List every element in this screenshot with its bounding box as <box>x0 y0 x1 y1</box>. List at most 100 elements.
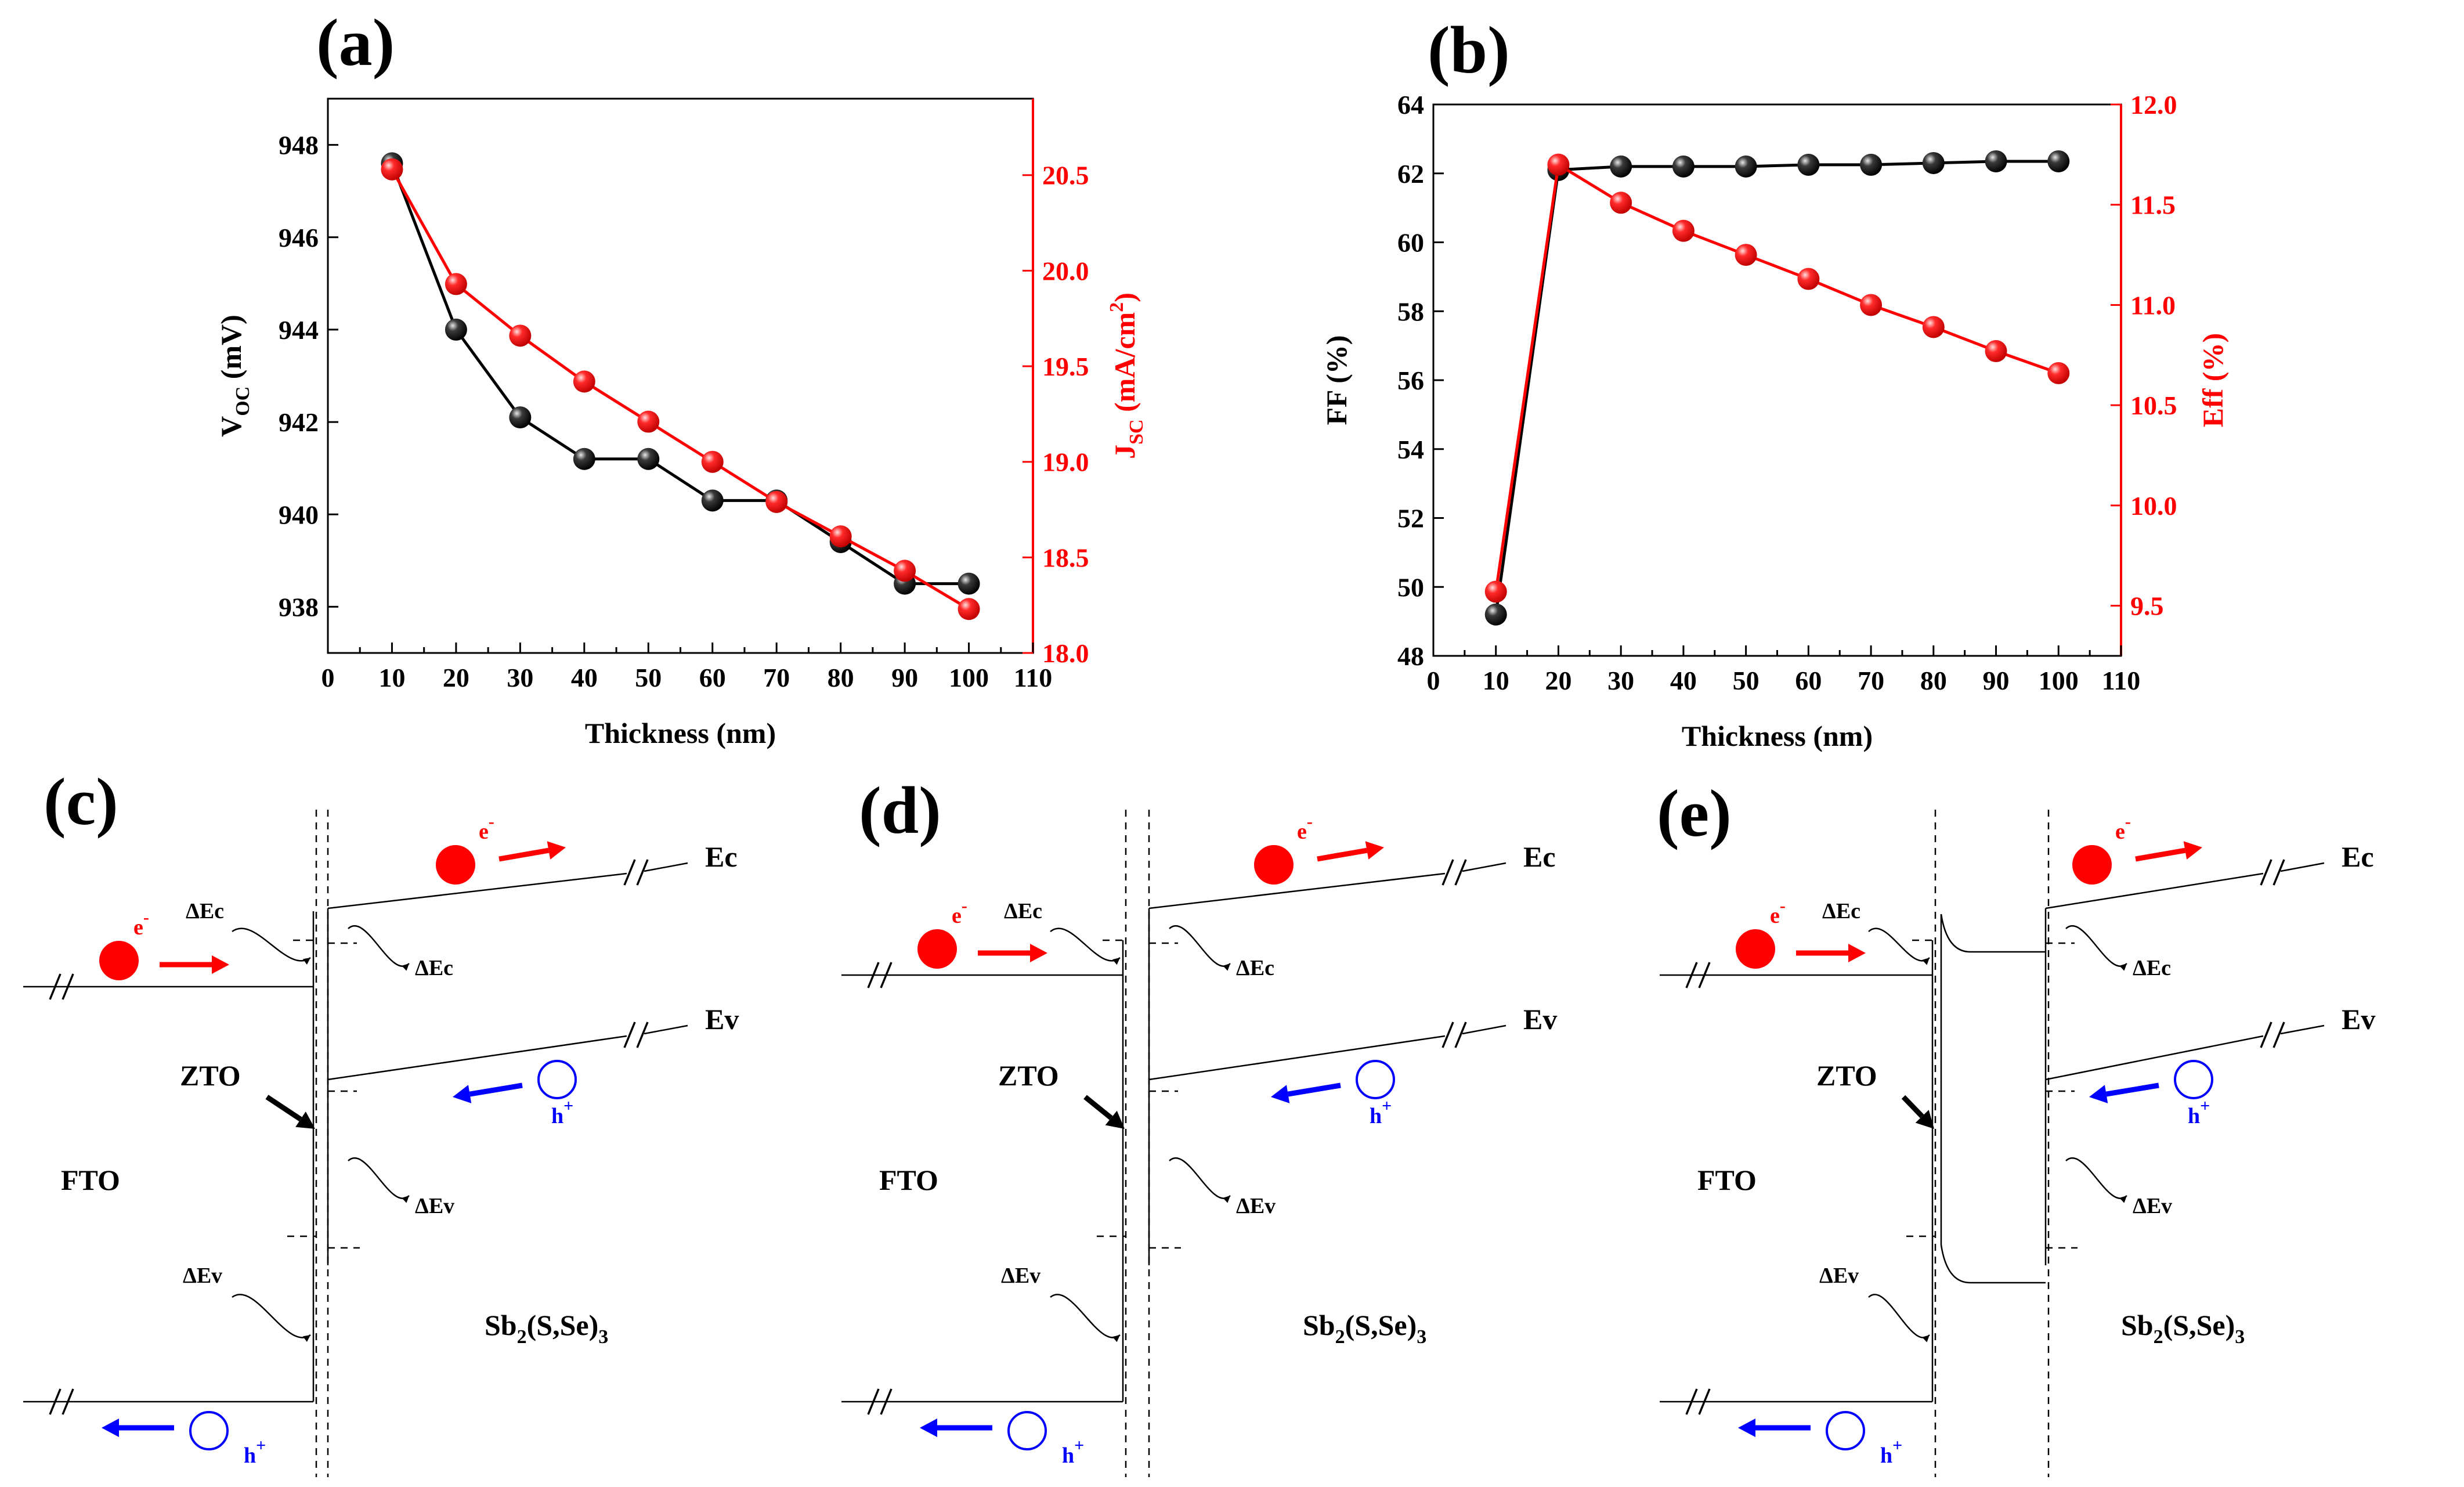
arrow-head <box>2089 1085 2108 1103</box>
absorber-label: Sb2(S,Se)3 <box>1303 1309 1426 1348</box>
arrow-head <box>1915 1110 1934 1129</box>
delta-ev-right-squiggle <box>1169 1157 1231 1203</box>
absorber-conduction-band-tail <box>644 862 688 872</box>
arrow-shaft <box>265 1095 302 1122</box>
y-left-tick-label: 64 <box>1397 90 1424 120</box>
delta-ec-right-label: ΔEc <box>415 956 453 980</box>
absorber-valence-band-tail <box>1462 1024 1506 1035</box>
break-stroke <box>1454 859 1467 886</box>
data-point-jsc <box>381 158 403 181</box>
break-stroke <box>2272 1022 2285 1048</box>
arrow-head <box>1365 841 1384 860</box>
break-stroke <box>880 1388 893 1415</box>
data-point-jsc <box>958 598 980 620</box>
data-point-eff <box>1547 153 1570 176</box>
y-left-tick-label: 56 <box>1397 366 1424 395</box>
band-break-mark <box>2260 859 2285 886</box>
y-left-tick-label: 58 <box>1397 297 1424 326</box>
squiggle-head <box>2119 963 2127 971</box>
data-point-ff <box>1735 155 1757 178</box>
hole-label-absorber: h+ <box>1370 1096 1392 1128</box>
hole-arrow-absorber <box>453 1082 523 1103</box>
break-stroke <box>49 1388 62 1415</box>
series-line-jsc <box>391 168 970 611</box>
arrow-head <box>453 1085 472 1103</box>
squiggle-path <box>1169 1157 1231 1199</box>
delta-ec-left-squiggle <box>232 927 311 965</box>
electron-label-fto: e- <box>952 896 967 928</box>
x-tick-label: 10 <box>1483 666 1509 695</box>
band-break-mark <box>49 973 74 1000</box>
arrow-shaft <box>2135 847 2186 862</box>
zto-label: ZTO <box>998 1059 1059 1092</box>
zto-pointer-arrow <box>1901 1095 1934 1129</box>
absorber-conduction-band <box>1148 872 1446 909</box>
hole-label-fto: h+ <box>1880 1436 1902 1468</box>
delta-ev-left-label: ΔEv <box>1001 1264 1040 1288</box>
x-tick-label: 100 <box>2039 666 2079 695</box>
delta-ev-right-squiggle <box>2065 1157 2127 1203</box>
squiggle-head <box>1922 1335 1930 1342</box>
electron-fto <box>917 929 957 969</box>
x-tick-label: 60 <box>699 663 726 692</box>
y-left-tick-label: 948 <box>279 131 319 160</box>
electron-absorber <box>1254 845 1294 885</box>
arrow-shaft <box>1083 1095 1113 1120</box>
hole-label-absorber: h+ <box>551 1096 573 1128</box>
data-point-ff <box>1672 155 1695 178</box>
squiggle-head <box>1112 958 1120 965</box>
squiggle-path <box>1050 1294 1121 1338</box>
x-tick-label: 40 <box>1670 666 1697 695</box>
data-point-ff <box>1610 155 1632 178</box>
y-left-tick-label: 942 <box>279 407 319 437</box>
ev-label: Ev <box>1523 1003 1557 1035</box>
data-point-jsc <box>701 450 724 473</box>
x-tick-label: 30 <box>507 663 533 692</box>
band-break-mark <box>623 1022 649 1048</box>
y-left-tick-label: 60 <box>1397 228 1424 258</box>
arrow-head <box>295 1111 315 1129</box>
break-stroke <box>1441 859 1454 886</box>
x-tick-label: 20 <box>1545 666 1571 695</box>
arrow-shaft <box>469 1082 523 1097</box>
y-left-tick-label: 48 <box>1397 641 1424 671</box>
squiggle-head <box>1112 1335 1120 1342</box>
x-tick-label: 30 <box>1607 666 1634 695</box>
absorber-valence-band-tail <box>644 1024 688 1035</box>
band-diagrams-layer: (c) Ec Ev ΔEc ΔEc ΔEv ΔEv ZTO FTO Sb2(S,Se)3 e-e-h… <box>23 765 2375 1477</box>
hole-arrow-fto <box>920 1419 992 1437</box>
hole-fto <box>1007 1411 1047 1450</box>
absorber-conduction-band-tail <box>1462 862 1506 872</box>
arrow-head <box>1738 1419 1755 1437</box>
hole-arrow-absorber <box>2089 1082 2159 1103</box>
data-point-eff <box>1985 340 2007 362</box>
ev-label: Ev <box>705 1003 739 1035</box>
band-break-mark <box>1441 1022 1467 1048</box>
data-point-ff <box>1860 153 1883 176</box>
data-point-eff <box>1672 219 1695 242</box>
ev-label: Ev <box>2342 1003 2375 1035</box>
break-stroke <box>49 973 62 1000</box>
squiggle-head <box>402 1196 409 1203</box>
break-stroke <box>623 1022 636 1048</box>
zto-valence-band <box>1940 1244 2046 1284</box>
y-right-tick-label: 20.5 <box>1042 161 1089 190</box>
delta-ev-right-label: ΔEv <box>415 1194 454 1218</box>
y-right-tick-label: 18.5 <box>1042 543 1089 572</box>
chart-a: (a) 0 10 20 30 40 50 60 70 80 90 100 110 Thickness (n… <box>215 6 1147 749</box>
y-right-tick-label: 19.5 <box>1042 352 1089 381</box>
data-point-jsc <box>894 560 916 582</box>
hole-fto <box>1826 1411 1865 1450</box>
electron-fto <box>99 941 139 980</box>
squiggle-path <box>2065 1157 2127 1199</box>
electron-label-absorber: e- <box>2115 812 2131 844</box>
arrow-head <box>2183 841 2202 860</box>
data-point-voc <box>445 318 467 341</box>
data-point-jsc <box>637 410 660 433</box>
panel-label: (c) <box>44 765 118 839</box>
electron-arrow-absorber <box>2135 841 2202 862</box>
x-tick-label: 20 <box>443 663 469 692</box>
arrow-head <box>920 1419 937 1437</box>
